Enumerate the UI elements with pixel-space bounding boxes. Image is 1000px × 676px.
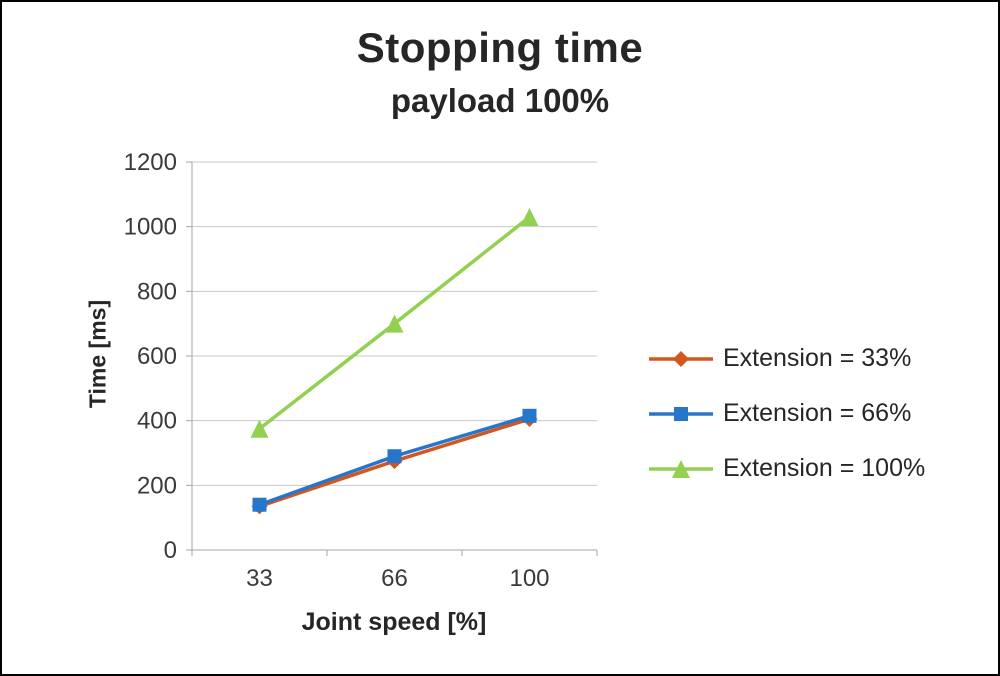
series-marker-1 (252, 497, 267, 512)
x-tick-label: 33 (246, 565, 273, 592)
series-marker-2 (520, 207, 539, 226)
legend-label: Extension = 66% (723, 399, 912, 427)
legend-sample-marker (674, 406, 688, 421)
chart-legend: Extension = 33% Extension = 66% Extensio… (647, 331, 925, 496)
series-marker-1 (522, 408, 537, 423)
y-tick-label: 200 (137, 472, 177, 499)
y-tick-label: 1200 (124, 149, 177, 176)
x-tick-label: 66 (381, 565, 408, 592)
series-marker-2 (385, 314, 404, 333)
legend-label: Extension = 100% (723, 454, 926, 482)
x-axis-title: Joint speed [%] (301, 608, 487, 636)
series-marker-2 (250, 419, 269, 438)
y-tick-label: 600 (137, 343, 177, 370)
series-marker-1 (387, 449, 402, 464)
legend-sample-marker (672, 459, 690, 478)
chart-title: Stopping time (356, 24, 644, 71)
legend-sample-diamond-icon (649, 350, 713, 367)
chart-subtitle: payload 100% (390, 82, 610, 119)
legend-sample-square-icon (649, 406, 713, 421)
y-tick-label: 1000 (124, 214, 177, 241)
legend-item: Extension = 100% (647, 441, 925, 496)
y-tick-label: 0 (164, 537, 177, 564)
y-tick-label: 800 (137, 278, 177, 305)
y-tick-label: 400 (137, 408, 177, 435)
legend-item: Extension = 33% (647, 331, 925, 386)
legend-sample-marker (673, 350, 689, 367)
x-tick-label: 100 (509, 565, 549, 592)
legend-item: Extension = 66% (647, 386, 925, 441)
legend-label: Extension = 33% (723, 344, 912, 372)
legend-sample-triangle-icon (649, 459, 713, 478)
